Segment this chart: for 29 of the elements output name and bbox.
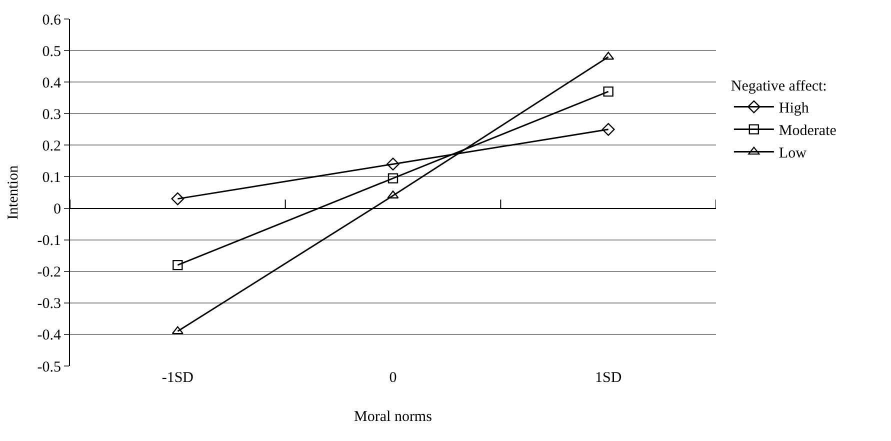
y-tick-label: 0.5 — [42, 44, 61, 60]
point — [602, 122, 615, 136]
point — [388, 173, 398, 184]
y-tick-label: 0 — [54, 202, 61, 218]
y-tick-label: -0.3 — [37, 296, 61, 312]
legend-title: Negative affect: — [730, 78, 827, 95]
x-tick-label: -1SD — [162, 370, 194, 386]
y-tick-label: -0.1 — [37, 233, 61, 250]
x-tick-label: 1SD — [594, 370, 622, 386]
point — [171, 192, 184, 206]
y-tick-label: 0.6 — [42, 12, 62, 28]
x-tick-label: 0 — [389, 370, 397, 386]
point — [172, 326, 184, 334]
y-tick-label: 0.4 — [42, 75, 62, 92]
point — [386, 158, 400, 171]
y-tick-label: -0.4 — [37, 328, 62, 344]
legend-label: Moderate — [778, 123, 837, 140]
legend-label: High — [778, 100, 810, 117]
y-tick-label: 0.1 — [42, 170, 61, 186]
y-tick-label: 0.3 — [42, 106, 61, 123]
y-tick-label: 0.2 — [42, 138, 61, 154]
point — [603, 86, 614, 97]
y-axis-title: Intention — [6, 164, 22, 220]
point — [602, 52, 614, 60]
point — [172, 260, 183, 270]
y-tick-label: -0.2 — [37, 264, 61, 281]
legend-label: Low — [778, 146, 807, 162]
x-axis-title: Moral norms — [354, 409, 432, 425]
y-tick-label: -0.5 — [37, 359, 61, 376]
